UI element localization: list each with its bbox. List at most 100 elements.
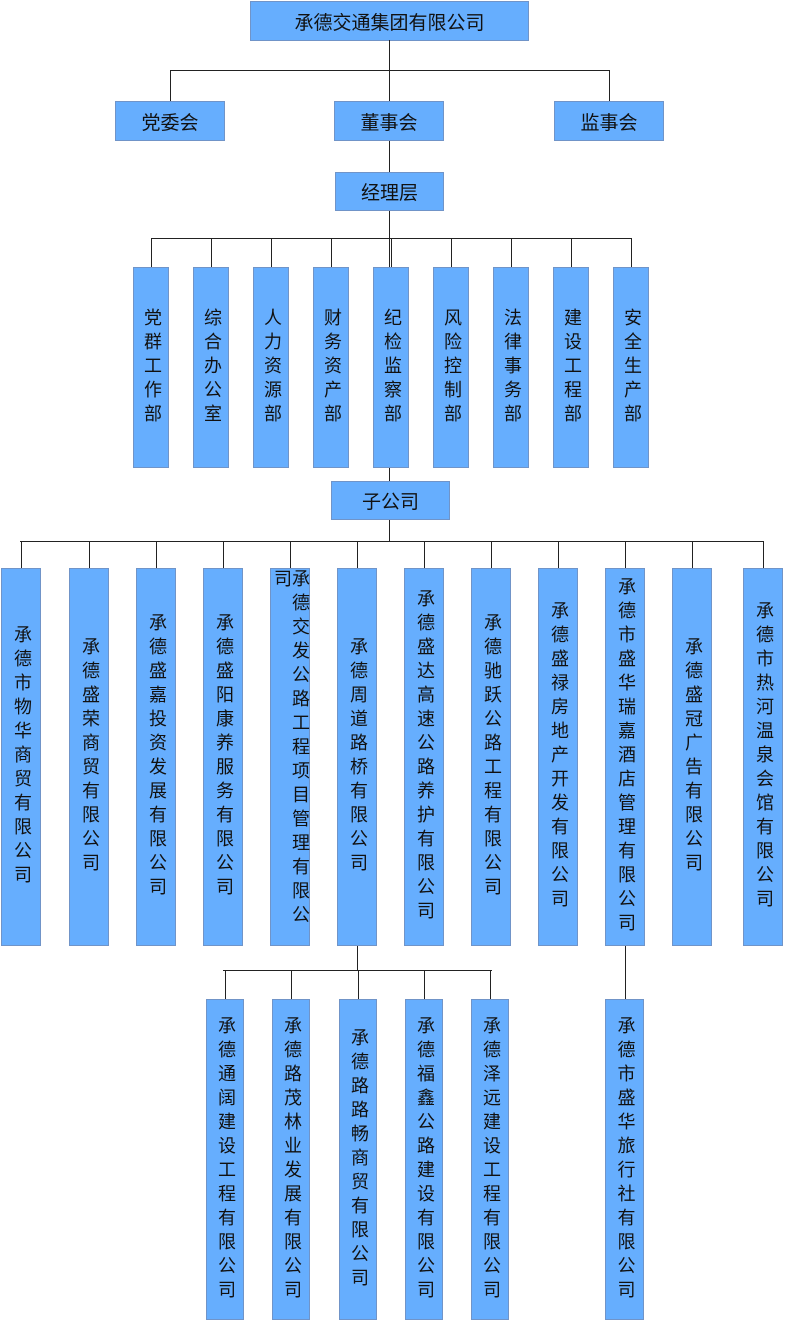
- department-box: 人力资源部: [253, 267, 289, 468]
- sub-subsidiary-box-label: 承德通阔建设工程有限公司: [215, 1015, 236, 1304]
- department-box-label: 纪检监察部: [381, 307, 402, 428]
- connector-line: [170, 70, 171, 101]
- subsidiary-box-label: 承德市物华商贸有限公司: [11, 625, 32, 889]
- sub-subsidiary-box: 承德福鑫公路建设有限公司: [405, 999, 443, 1320]
- connector-line: [631, 238, 632, 267]
- subsidiary-box-label: 承德市盛华瑞嘉酒店管理有限公司: [615, 577, 636, 937]
- connector-line: [389, 211, 390, 267]
- sub-subsidiary-box-label: 承德市盛华旅行社有限公司: [614, 1015, 636, 1304]
- connector-line: [271, 238, 272, 267]
- department-box-label: 人力资源部: [261, 307, 282, 428]
- sub-subsidiary-box: 承德路路畅商贸有限公司: [339, 999, 377, 1320]
- connector-line: [223, 541, 224, 568]
- root-company-box: 承德交通集团有限公司: [250, 1, 529, 41]
- sub-subsidiary-box-label: 承德路路畅商贸有限公司: [348, 1027, 369, 1292]
- subsidiary-box: 承德市热河温泉会馆有限公司: [743, 568, 783, 946]
- connector-line: [331, 238, 332, 267]
- subsidiary-box: 承德市盛华瑞嘉酒店管理有限公司: [605, 568, 645, 946]
- department-box: 建设工程部: [553, 267, 589, 468]
- department-box-label: 安全生产部: [621, 307, 642, 428]
- subsidiary-box-label: 承德盛禄房地产开发有限公司: [548, 601, 569, 913]
- connector-line: [389, 520, 390, 541]
- governance-box: 监事会: [554, 101, 664, 141]
- subsidiary-box: 承德周道路桥有限公司: [337, 568, 377, 946]
- department-box: 纪检监察部: [373, 267, 409, 468]
- sub-subsidiary-box: 承德通阔建设工程有限公司: [206, 999, 244, 1320]
- subsidiary-box: 承德盛达高速公路养护有限公司: [404, 568, 444, 946]
- sub-subsidiary-box-label: 承德路茂林业发展有限公司: [281, 1015, 302, 1304]
- connector-line: [389, 468, 390, 481]
- department-box: 财务资产部: [313, 267, 349, 468]
- connector-line: [571, 238, 572, 267]
- subsidiary-box-label: 承德盛荣商贸有限公司: [79, 637, 100, 877]
- department-box-label: 党群工作部: [141, 307, 162, 428]
- subsidiary-box: 承德交发公路工程项目管理有限公司: [270, 568, 310, 946]
- governance-box: 党委会: [115, 101, 225, 141]
- connector-line: [490, 970, 491, 999]
- subsidiary-box-label: 承德交发公路工程项目管理有限公司: [271, 569, 310, 929]
- connector-line: [21, 541, 22, 568]
- governance-box-label: 监事会: [580, 111, 638, 134]
- connector-line: [424, 541, 425, 568]
- subsidiary-box: 承德盛冠广告有限公司: [672, 568, 712, 946]
- management-box-label: 经理层: [360, 182, 418, 204]
- connector-line: [609, 70, 610, 101]
- department-box-label: 建设工程部: [561, 307, 582, 428]
- connector-line: [290, 541, 291, 568]
- connector-line: [357, 541, 358, 568]
- sub-subsidiary-box-label: 承德福鑫公路建设有限公司: [414, 1015, 435, 1304]
- department-box: 风险控制部: [433, 267, 469, 468]
- connector-line: [451, 238, 452, 267]
- connector-line: [358, 970, 359, 999]
- connector-line: [625, 541, 626, 568]
- sub-subsidiary-box-label: 承德泽远建设工程有限公司: [480, 1015, 501, 1304]
- connector-line: [291, 970, 292, 999]
- connector-line: [692, 541, 693, 568]
- subsidiary-box-label: 承德周道路桥有限公司: [347, 637, 368, 877]
- connector-line: [391, 238, 392, 267]
- root-company-box-label: 承德交通集团有限公司: [294, 11, 485, 34]
- connector-line: [152, 238, 632, 239]
- sub-subsidiary-box: 承德泽远建设工程有限公司: [471, 999, 509, 1320]
- subsidiary-box: 承德盛嘉投资发展有限公司: [136, 568, 176, 946]
- connector-line: [211, 238, 212, 267]
- subsidiaries-label-box: 子公司: [331, 481, 450, 520]
- subsidiary-box: 承德盛禄房地产开发有限公司: [538, 568, 578, 946]
- department-box: 党群工作部: [133, 267, 169, 468]
- subsidiary-box: 承德驰跃公路工程有限公司: [471, 568, 511, 946]
- connector-line: [170, 70, 610, 71]
- subsidiary-box-label: 承德驰跃公路工程有限公司: [481, 613, 502, 901]
- department-box: 法律事务部: [493, 267, 529, 468]
- subsidiary-box-label: 承德盛冠广告有限公司: [682, 637, 703, 877]
- connector-line: [511, 238, 512, 267]
- department-box-label: 综合办公室: [201, 307, 222, 428]
- department-box-label: 财务资产部: [321, 307, 342, 428]
- governance-box-label: 董事会: [360, 111, 418, 134]
- connector-line: [558, 541, 559, 568]
- department-box-label: 风险控制部: [441, 307, 462, 428]
- department-box: 综合办公室: [193, 267, 229, 468]
- subsidiary-box-label: 承德盛达高速公路养护有限公司: [414, 589, 435, 925]
- connector-line: [89, 541, 90, 568]
- connector-line: [225, 970, 226, 999]
- management-box: 经理层: [335, 172, 444, 211]
- subsidiary-box: 承德市物华商贸有限公司: [1, 568, 41, 946]
- connector-line: [20, 541, 763, 542]
- sub-subsidiary-box: 承德市盛华旅行社有限公司: [605, 999, 644, 1320]
- subsidiary-box-label: 承德盛嘉投资发展有限公司: [146, 613, 167, 901]
- department-box-label: 法律事务部: [501, 307, 522, 428]
- connector-line: [151, 238, 152, 267]
- subsidiary-box-label: 承德盛阳康养服务有限公司: [213, 613, 234, 901]
- connector-line: [491, 541, 492, 568]
- department-box: 安全生产部: [613, 267, 649, 468]
- connector-line: [625, 946, 626, 999]
- sub-subsidiary-box: 承德路茂林业发展有限公司: [272, 999, 310, 1320]
- subsidiary-box: 承德盛阳康养服务有限公司: [203, 568, 243, 946]
- connector-line: [389, 70, 390, 101]
- governance-box-label: 党委会: [141, 111, 199, 134]
- connector-line: [763, 541, 764, 568]
- connector-line: [223, 970, 492, 971]
- subsidiary-box: 承德盛荣商贸有限公司: [69, 568, 109, 946]
- connector-line: [424, 970, 425, 999]
- governance-box: 董事会: [334, 101, 444, 141]
